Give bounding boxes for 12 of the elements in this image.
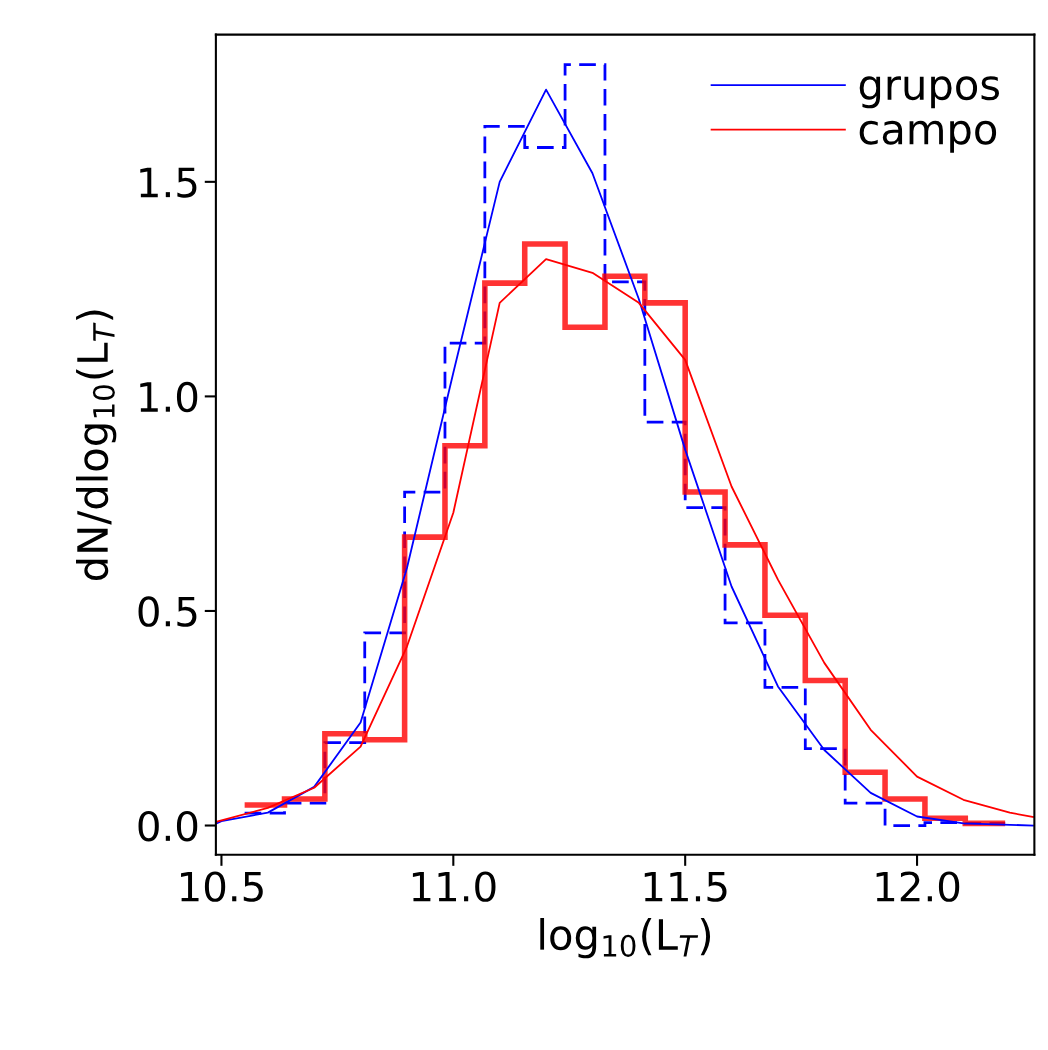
x-tick-label: 10.5	[181, 871, 263, 902]
y-tick-label: 1.0	[140, 381, 198, 413]
legend-label: grupos	[859, 76, 1000, 109]
y-tick-label: 1.5	[140, 167, 197, 198]
y-tick-label: 0.5	[138, 596, 197, 627]
legend-label: campo	[859, 120, 997, 153]
y-axis-title: dN/dlog$_{10}$(L$_{T}$)	[76, 310, 117, 581]
x-tick-label: 11.0	[412, 871, 496, 902]
y-tick-label: 0.0	[138, 810, 198, 842]
x-axis-title: log$_{10}$(L$_{T}$)	[540, 917, 711, 959]
x-tick-label: 12.0	[876, 871, 960, 902]
x-tick-label: 11.5	[644, 871, 727, 902]
